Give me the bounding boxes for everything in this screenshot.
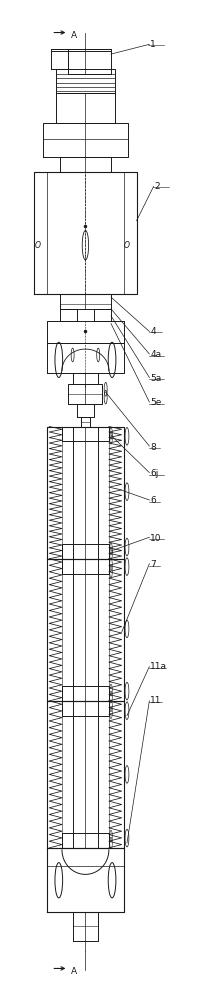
- Text: 6: 6: [151, 496, 156, 505]
- Text: 1: 1: [151, 40, 156, 49]
- Text: O: O: [34, 241, 40, 250]
- Text: 4: 4: [151, 327, 156, 336]
- Text: O: O: [124, 241, 130, 250]
- Text: 5a: 5a: [151, 374, 162, 383]
- Text: 11: 11: [151, 696, 162, 705]
- Text: 4a: 4a: [151, 350, 162, 359]
- Text: A: A: [71, 31, 77, 40]
- Text: A: A: [71, 967, 77, 976]
- Text: 6j: 6j: [151, 469, 159, 478]
- Text: 2: 2: [155, 182, 160, 191]
- Text: 10: 10: [151, 534, 162, 543]
- Text: 7: 7: [151, 560, 156, 569]
- Text: 8: 8: [151, 443, 156, 452]
- Text: 5e: 5e: [151, 398, 162, 407]
- Text: 11a: 11a: [151, 662, 167, 671]
